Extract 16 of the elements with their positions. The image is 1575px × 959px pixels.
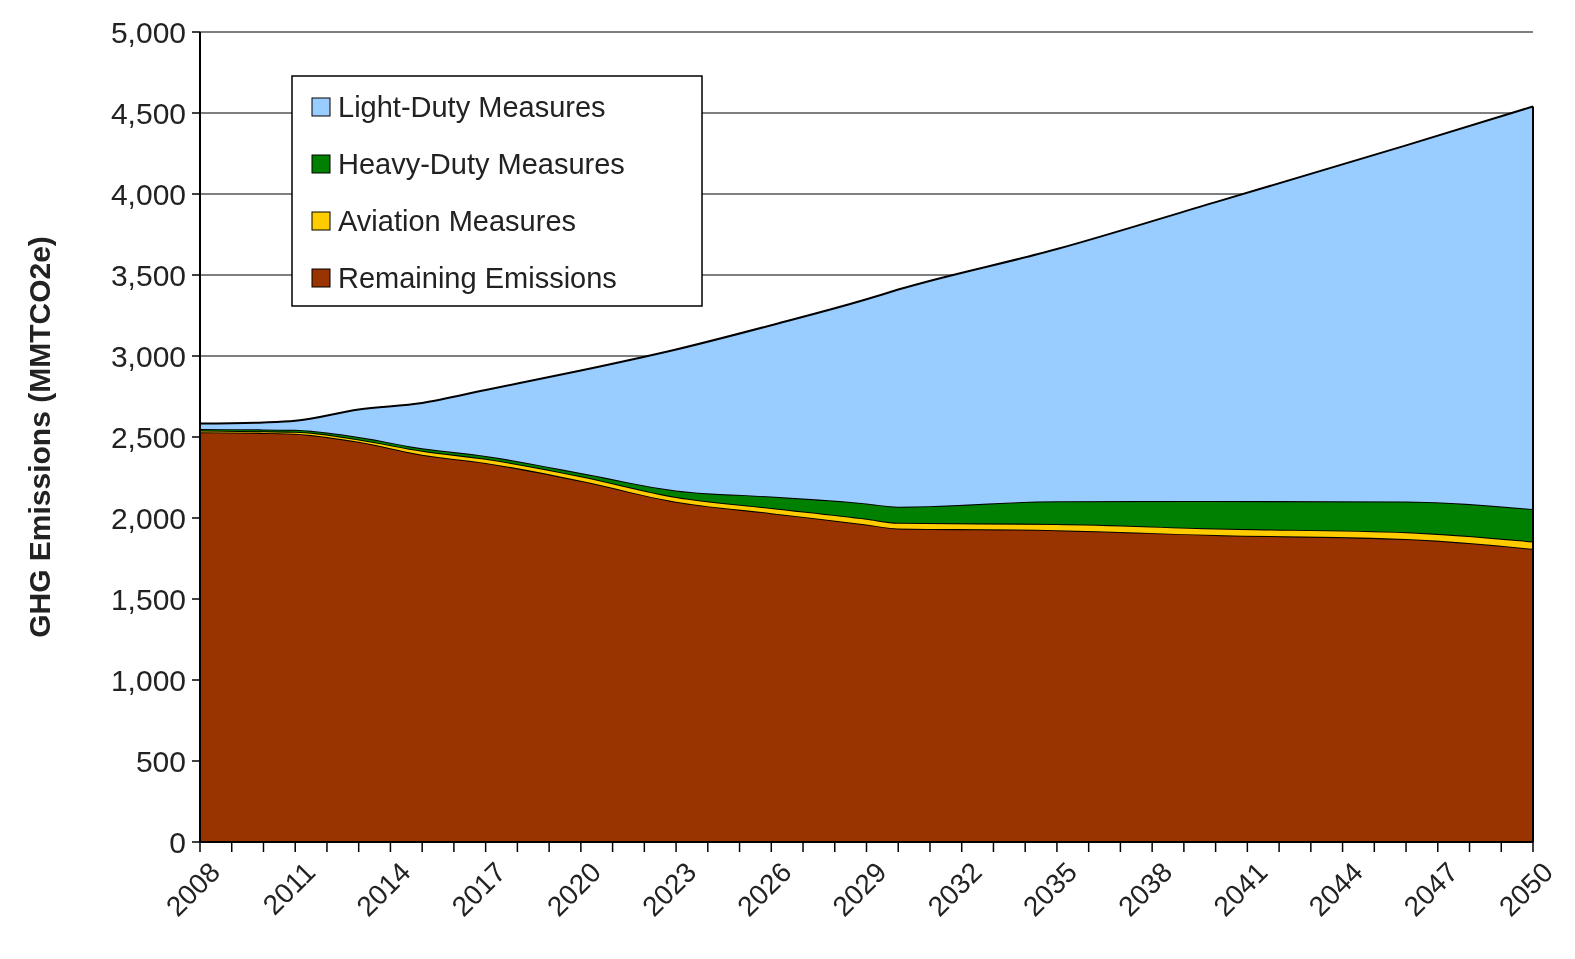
y-tick-label: 2,500 [110, 420, 186, 454]
legend-label: Light-Duty Measures [338, 91, 606, 124]
legend-label: Remaining Emissions [338, 262, 617, 295]
legend-label: Aviation Measures [338, 205, 577, 238]
y-tick-label: 4,500 [110, 96, 186, 130]
legend-label: Heavy-Duty Measures [338, 148, 625, 181]
y-tick-label: 5,000 [110, 15, 186, 49]
y-tick-label: 2,000 [110, 501, 186, 535]
y-tick-label: 3,500 [110, 258, 186, 292]
y-tick-label: 500 [135, 744, 186, 778]
y-tick-label: 4,000 [110, 177, 186, 211]
y-tick-label: 1,500 [110, 582, 186, 616]
y-axis-title: GHG Emissions (MMTCO2e) [23, 236, 56, 638]
y-tick-label: 3,000 [110, 339, 186, 373]
y-tick-label: 1,000 [110, 663, 186, 697]
y-tick-label: 0 [169, 825, 186, 859]
